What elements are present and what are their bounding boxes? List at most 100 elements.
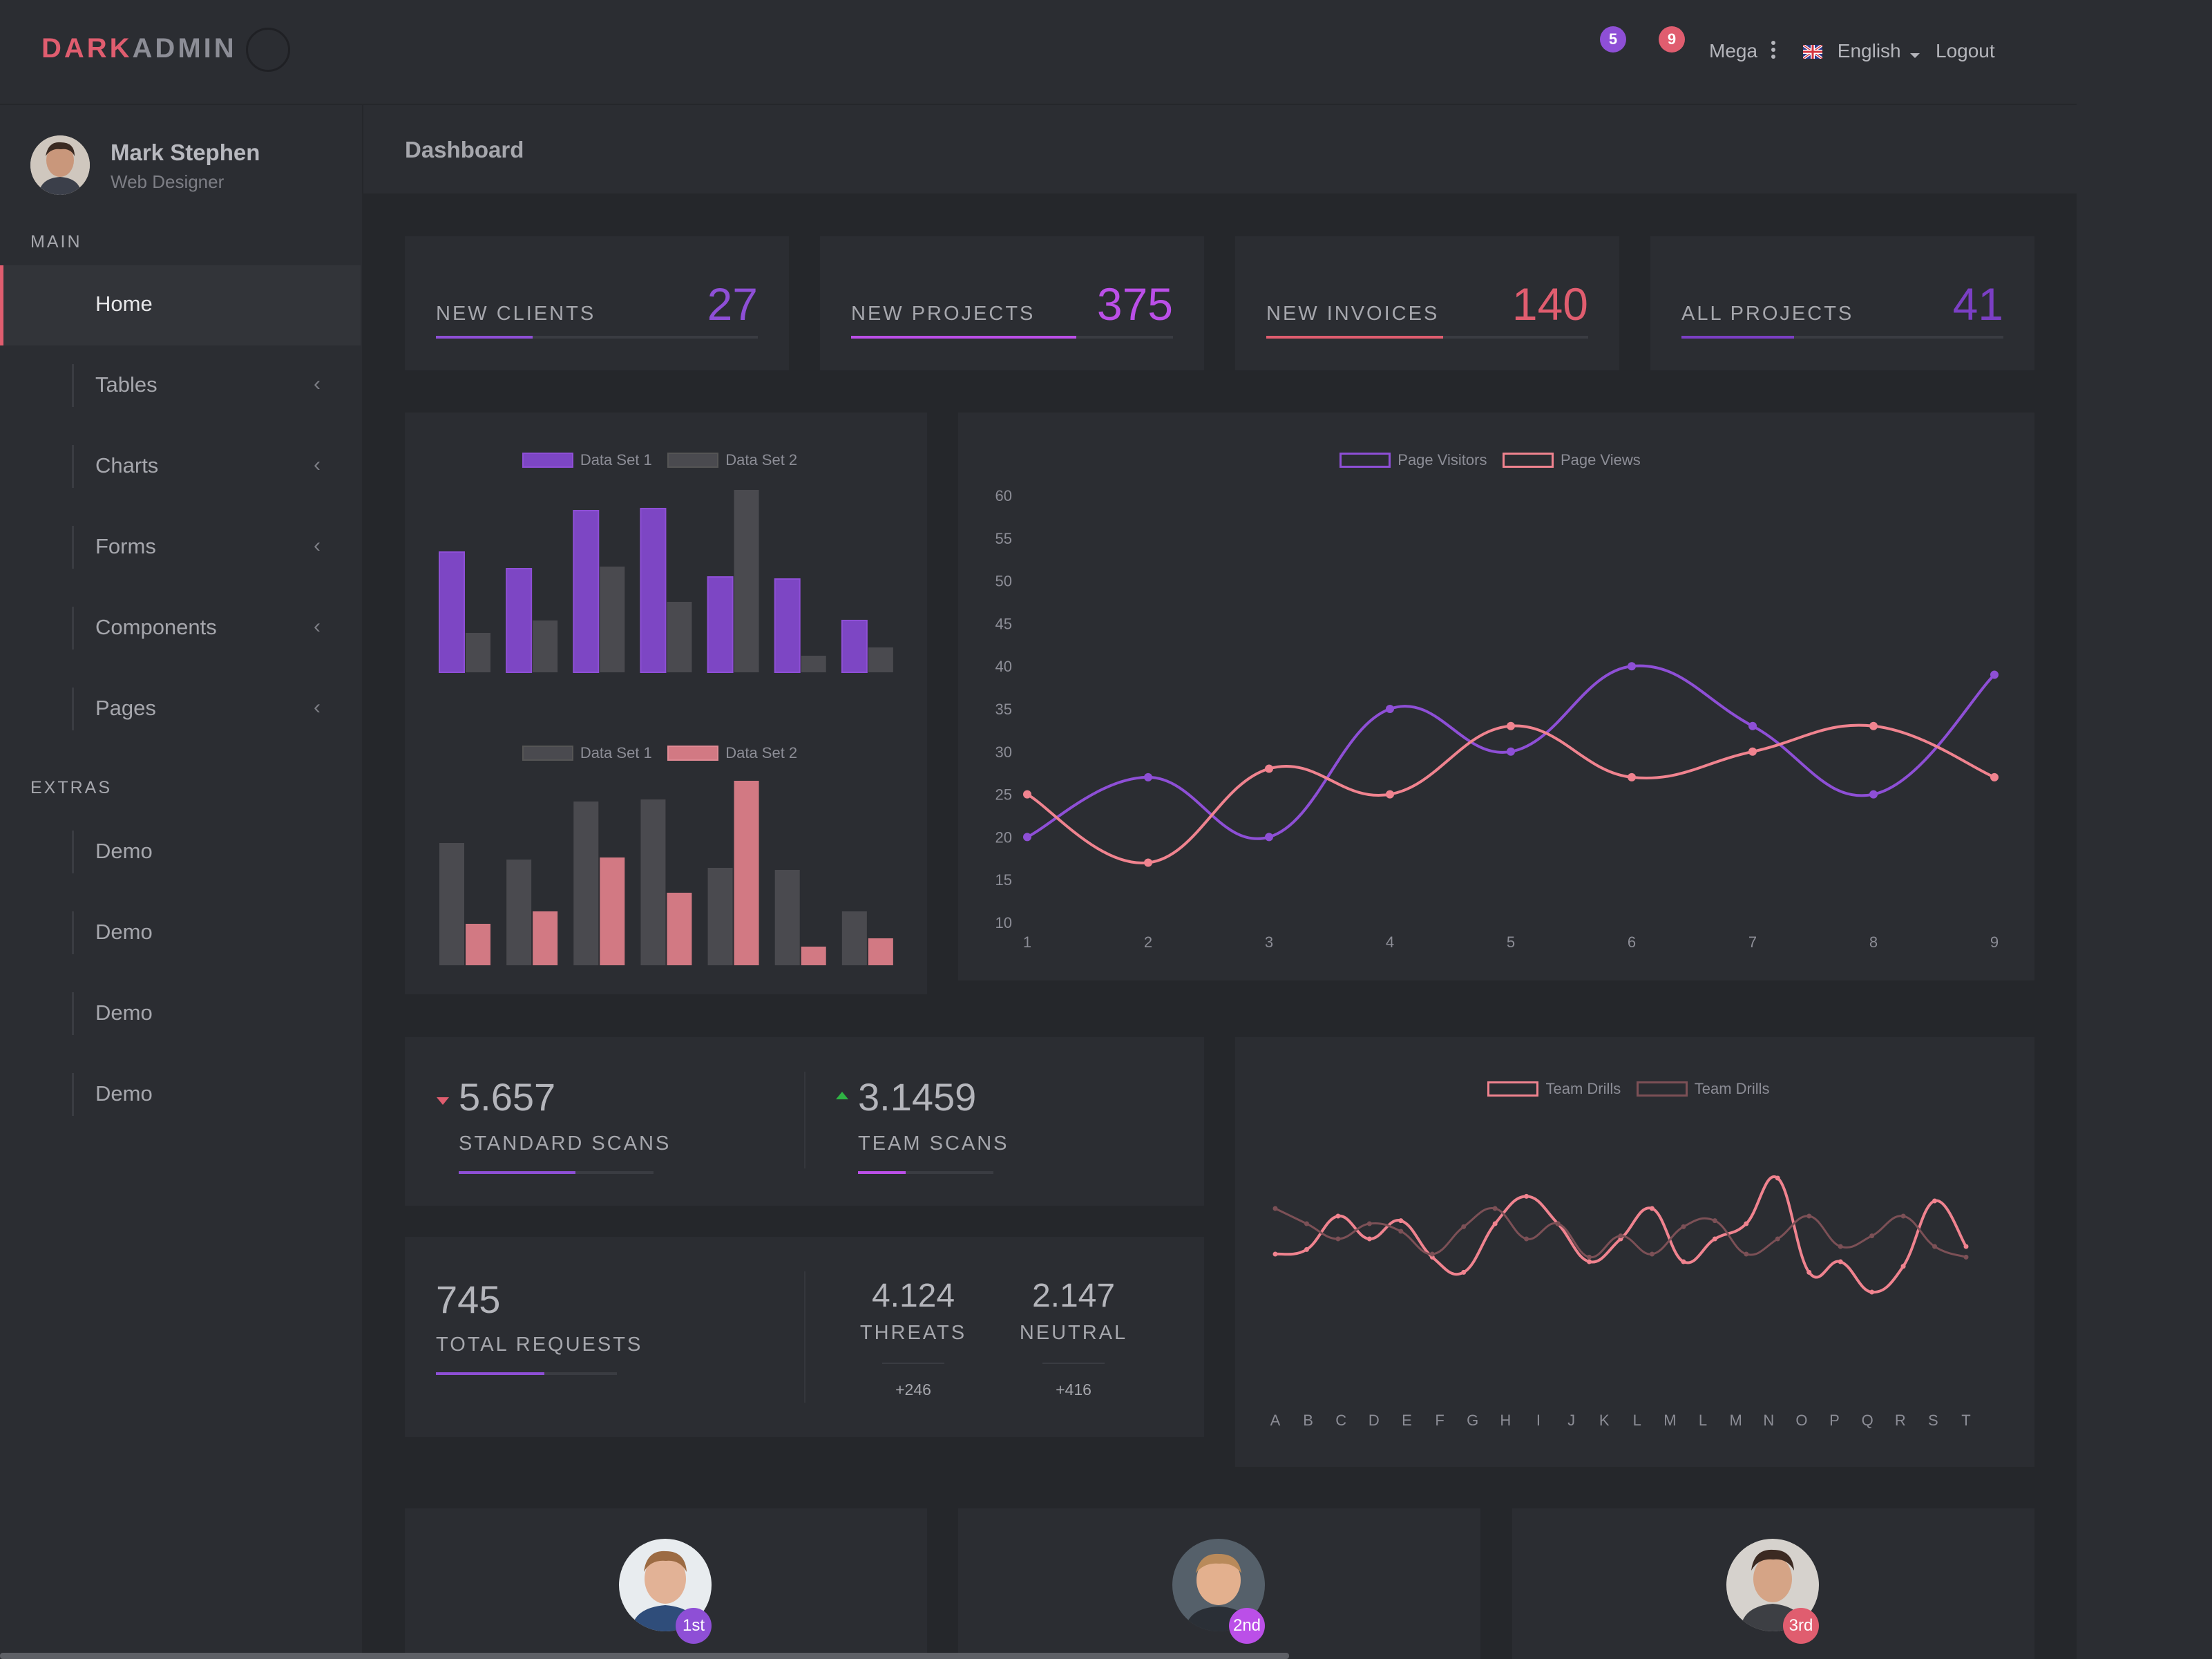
bar[interactable] (841, 620, 868, 673)
bar[interactable] (533, 911, 558, 965)
bar[interactable] (466, 633, 490, 672)
logout-link[interactable]: Logout (1936, 40, 1995, 61)
data-point[interactable] (1869, 790, 1878, 799)
bar[interactable] (640, 508, 667, 673)
bar[interactable] (600, 567, 625, 672)
data-point[interactable] (1963, 1254, 1969, 1260)
data-point[interactable] (1838, 1259, 1843, 1264)
bar[interactable] (868, 647, 893, 672)
mega-menu-link[interactable]: Mega (1709, 40, 1775, 64)
data-point[interactable] (1990, 670, 1999, 679)
legend-swatch[interactable] (1487, 1081, 1539, 1097)
data-point[interactable] (1524, 1236, 1529, 1242)
sidebar-item-demo[interactable]: Demo (0, 974, 361, 1054)
data-point[interactable] (1587, 1259, 1592, 1264)
data-point[interactable] (1461, 1269, 1467, 1275)
legend-swatch[interactable] (667, 453, 719, 468)
data-point[interactable] (1461, 1224, 1467, 1229)
bar[interactable] (573, 510, 600, 673)
bar[interactable] (774, 578, 801, 673)
data-point[interactable] (1524, 1193, 1529, 1199)
data-point[interactable] (1587, 1254, 1592, 1260)
data-point[interactable] (1386, 790, 1394, 799)
data-point[interactable] (1649, 1206, 1655, 1211)
data-point[interactable] (1265, 764, 1273, 773)
data-point[interactable] (1304, 1221, 1309, 1226)
bar[interactable] (533, 620, 558, 672)
data-point[interactable] (1869, 1289, 1875, 1295)
bar[interactable] (439, 843, 464, 965)
data-point[interactable] (1144, 772, 1152, 781)
bar[interactable] (801, 656, 826, 672)
data-point[interactable] (1507, 747, 1515, 756)
bar[interactable] (734, 781, 759, 965)
data-point[interactable] (1712, 1218, 1717, 1224)
language-dropdown[interactable]: English (1802, 40, 1920, 64)
sidebar-item-pages[interactable]: Pages ‹ (0, 670, 361, 750)
data-point[interactable] (1628, 662, 1636, 671)
legend-swatch[interactable] (1636, 1081, 1688, 1097)
data-point[interactable] (1386, 705, 1394, 713)
notification-badge[interactable]: 5 (1600, 26, 1626, 53)
data-point[interactable] (1272, 1206, 1278, 1211)
bar[interactable] (439, 551, 465, 673)
profile-avatar[interactable] (1726, 1539, 1819, 1631)
data-point[interactable] (1555, 1221, 1561, 1226)
user-avatar[interactable] (30, 135, 90, 195)
data-point[interactable] (1492, 1206, 1498, 1211)
legend-swatch[interactable] (522, 453, 573, 468)
data-point[interactable] (1023, 833, 1031, 842)
data-point[interactable] (1900, 1264, 1906, 1269)
data-point[interactable] (1775, 1175, 1780, 1181)
bar[interactable] (841, 911, 867, 965)
brand-logo[interactable]: DARKADMIN (41, 33, 237, 64)
bar[interactable] (640, 799, 666, 965)
data-point[interactable] (1366, 1221, 1372, 1226)
data-point[interactable] (1429, 1251, 1435, 1257)
bar[interactable] (801, 947, 826, 965)
data-point[interactable] (1304, 1246, 1309, 1252)
message-badge[interactable]: 9 (1659, 26, 1685, 53)
sidebar-item-home[interactable]: Home (0, 265, 361, 345)
data-point[interactable] (1335, 1213, 1341, 1219)
data-point[interactable] (1144, 858, 1152, 867)
data-point[interactable] (1775, 1236, 1780, 1242)
sidebar-item-components[interactable]: Components ‹ (0, 589, 361, 669)
data-point[interactable] (1963, 1244, 1969, 1249)
bar[interactable] (707, 868, 733, 965)
data-point[interactable] (1748, 747, 1757, 756)
legend-swatch[interactable] (522, 746, 573, 761)
data-point[interactable] (1744, 1221, 1749, 1226)
data-point[interactable] (1806, 1213, 1812, 1219)
data-point[interactable] (1398, 1218, 1404, 1224)
legend-swatch[interactable] (667, 746, 719, 761)
bar[interactable] (734, 490, 759, 672)
data-point[interactable] (1932, 1198, 1938, 1204)
data-point[interactable] (1618, 1233, 1623, 1239)
sidebar-item-forms[interactable]: Forms ‹ (0, 508, 361, 588)
sidebar-item-tables[interactable]: Tables ‹ (0, 346, 361, 426)
sidebar-item-charts[interactable]: Charts ‹ (0, 427, 361, 507)
data-point[interactable] (1806, 1269, 1812, 1275)
data-point[interactable] (1681, 1224, 1686, 1229)
bar[interactable] (466, 924, 490, 965)
bar[interactable] (707, 576, 734, 673)
data-point[interactable] (1681, 1259, 1686, 1264)
horizontal-scrollbar[interactable] (0, 1653, 1289, 1659)
sidebar-item-demo[interactable]: Demo (0, 893, 361, 974)
data-point[interactable] (1990, 772, 1999, 781)
data-point[interactable] (1398, 1229, 1404, 1234)
data-point[interactable] (1335, 1236, 1341, 1242)
data-point[interactable] (1492, 1221, 1498, 1226)
bar[interactable] (506, 568, 533, 673)
data-point[interactable] (1748, 721, 1757, 730)
data-point[interactable] (1932, 1244, 1938, 1249)
legend-swatch[interactable] (1339, 453, 1391, 468)
data-point[interactable] (1507, 721, 1515, 730)
bar[interactable] (573, 802, 599, 965)
bar[interactable] (667, 602, 692, 672)
bar[interactable] (868, 938, 893, 965)
bar[interactable] (667, 893, 692, 965)
bar[interactable] (600, 857, 625, 965)
data-point[interactable] (1712, 1236, 1717, 1242)
